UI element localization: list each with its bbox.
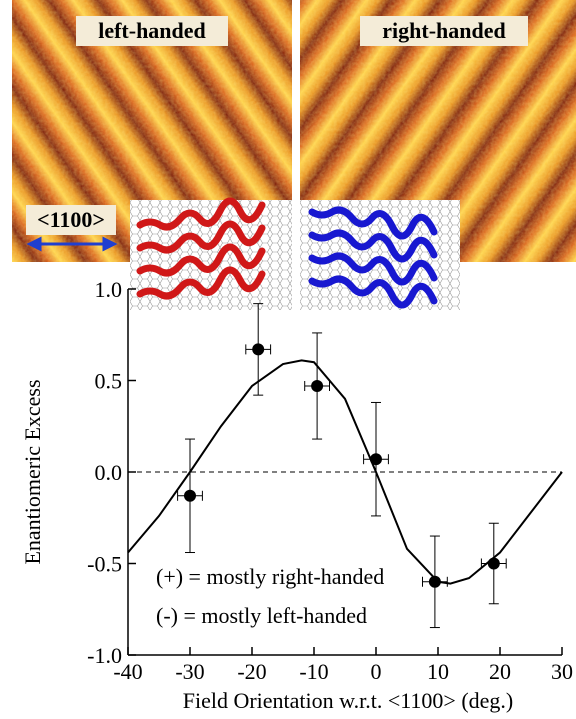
data-point [252, 343, 264, 355]
direction-label: <1100> [37, 207, 105, 232]
data-point [184, 490, 196, 502]
x-tick-label: -20 [237, 659, 266, 684]
y-tick-label: 0.0 [95, 460, 123, 485]
x-tick-label: -40 [113, 659, 142, 684]
molecular-models [130, 200, 460, 310]
y-axis-label: Enantiomeric Excess [20, 379, 45, 564]
stm-images: left-handed right-handed <1100> [12, 0, 576, 262]
y-tick-label: 1.0 [95, 277, 123, 302]
page: {"panels": {"left_label": "left-handed",… [0, 0, 576, 719]
annotation: (+) = mostly right-handed [156, 564, 384, 589]
x-tick-label: 30 [551, 659, 573, 684]
data-point [488, 558, 500, 570]
panel-label: left-handed [98, 18, 206, 43]
data-point [370, 453, 382, 465]
x-tick-label: 0 [371, 659, 382, 684]
annotation: (-) = mostly left-handed [156, 603, 367, 628]
x-tick-label: 20 [489, 659, 511, 684]
x-tick-label: -30 [175, 659, 204, 684]
x-tick-label: -10 [299, 659, 328, 684]
y-tick-label: -0.5 [87, 552, 122, 577]
data-point [429, 576, 441, 588]
x-axis-label: Field Orientation w.r.t. <1100> (deg.) [183, 688, 514, 713]
data-point [311, 380, 323, 392]
panel-label: right-handed [382, 18, 505, 43]
x-tick-label: 10 [427, 659, 449, 684]
figure: left-handed right-handed <1100> Field Or… [0, 0, 576, 719]
y-tick-label: 0.5 [95, 369, 123, 394]
plot: Field Orientation w.r.t. <1100> (deg.) E… [20, 277, 573, 713]
